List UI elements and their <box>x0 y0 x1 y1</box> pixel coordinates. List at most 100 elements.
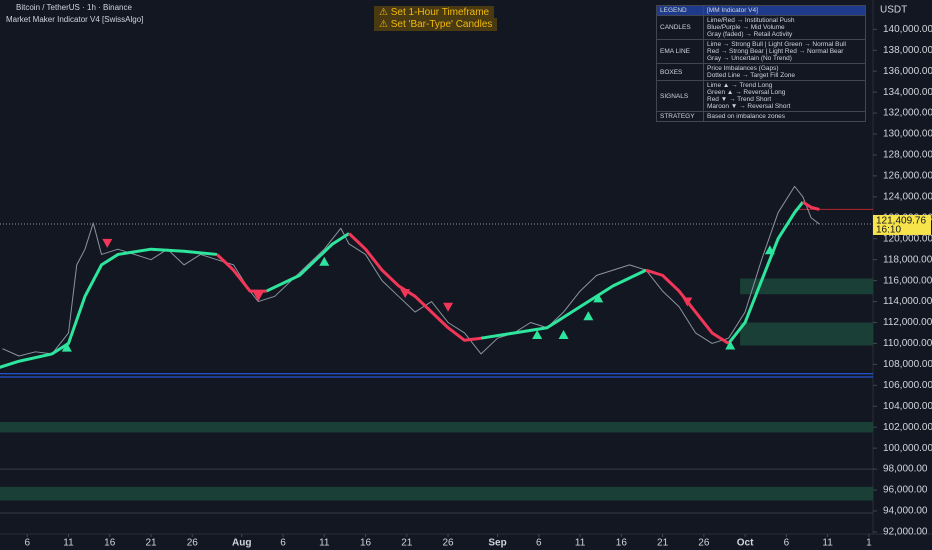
signal-up <box>319 256 330 266</box>
x-tick-label: 26 <box>698 538 710 549</box>
x-tick-label: 16 <box>104 538 116 549</box>
legend-subtitle: [MM Indicator V4] <box>703 5 866 16</box>
last-price: 121,409.76 <box>876 216 926 227</box>
series-line <box>802 200 820 211</box>
signal-down <box>102 238 113 248</box>
x-tick-label: 26 <box>187 538 199 549</box>
legend-label: CANDLES <box>656 15 704 40</box>
series-line <box>2 185 820 357</box>
y-tick-label: 120,000.00 <box>883 233 932 244</box>
legend-line: Based on imbalance zones <box>707 113 786 120</box>
y-tick-label: 118,000.00 <box>883 254 932 265</box>
x-tick-label: 6 <box>280 538 286 549</box>
y-tick-label: 130,000.00 <box>883 129 932 140</box>
symbol: Bitcoin / TetherUS · 1h · Binance <box>16 3 132 12</box>
price-label-bg <box>873 214 931 235</box>
signal-up <box>583 311 594 321</box>
y-tick-label: 102,000.00 <box>883 422 932 433</box>
signal-down <box>443 302 454 312</box>
y-tick-label: 112,000.00 <box>883 317 932 328</box>
legend-label: STRATEGY <box>656 111 704 122</box>
x-tick-label: 11 <box>319 538 330 549</box>
legend-text: Price Imbalances (Gaps) Dotted Line → Tar… <box>703 63 866 81</box>
imbalance-zone <box>740 278 873 295</box>
series-line <box>480 268 647 340</box>
y-tick-label: 138,000.00 <box>883 45 932 56</box>
y-tick-label: 98,000.00 <box>883 464 928 475</box>
plot <box>0 185 873 514</box>
y-tick-label: 110,000.00 <box>883 338 932 349</box>
x-tick-label: Oct <box>737 538 754 549</box>
legend-line: Lime ▲ → Trend Long <box>707 82 773 89</box>
x-tick-label: 6 <box>24 538 30 549</box>
legend-line: Maroon ▼ → Reversal Short <box>707 103 791 110</box>
legend-label: EMA LINE <box>656 39 704 64</box>
series-line <box>215 253 267 293</box>
series-line <box>0 247 218 369</box>
legend-line: Gray → Uncertain (No Trend) <box>707 55 792 62</box>
signal-up <box>558 330 569 340</box>
signal-up <box>532 330 543 340</box>
y-tick-label: 104,000.00 <box>883 401 932 412</box>
warning: ⚠ Set 1-Hour Timeframe <box>374 6 495 19</box>
series-line <box>348 232 482 342</box>
y-tick-label: 126,000.00 <box>883 171 932 182</box>
legend-line: Blue/Purple → Mid Volume <box>707 24 785 31</box>
legend-text: Lime/Red → Institutional Push Blue/Purple… <box>703 15 866 40</box>
legend-line: Red → Strong Bear | Light Red → Normal B… <box>707 48 844 55</box>
signal-up <box>61 342 72 352</box>
currency: USDT <box>880 5 907 16</box>
legend-line: Lime → Strong Bull | Light Green → Norma… <box>707 41 846 48</box>
y-tick-label: 134,000.00 <box>883 87 932 98</box>
warning: ⚠ Set 'Bar-Type' Candles <box>374 18 498 31</box>
x-tick-label: Aug <box>232 538 251 549</box>
indicator: Market Maker Indicator V4 [SwissAlgo] <box>6 15 143 24</box>
x-tick-label: 21 <box>401 538 413 549</box>
x-tick-label: 21 <box>657 538 669 549</box>
y-tick-label: 106,000.00 <box>883 380 932 391</box>
legend-line: Price Imbalances (Gaps) <box>707 65 779 72</box>
legend-line: Lime/Red → Institutional Push <box>707 17 795 24</box>
legend-label: SIGNALS <box>656 80 704 112</box>
countdown: 16:10 <box>876 225 901 236</box>
legend-line: Red ▼ → Trend Short <box>707 96 772 103</box>
legend-line: Gray (faded) → Retail Activity <box>707 31 793 38</box>
series-line <box>645 268 730 345</box>
y-tick-label: 116,000.00 <box>883 275 932 286</box>
y-tick-label: 140,000.00 <box>883 24 932 35</box>
legend-label: BOXES <box>656 63 704 81</box>
imbalance-zone <box>0 486 873 501</box>
imbalance-zone <box>740 322 873 346</box>
signal-down <box>682 297 693 307</box>
legend-text: Lime ▲ → Trend Long Green ▲ → Reversal Lo… <box>703 80 866 112</box>
x-tick-label: 16 <box>616 538 628 549</box>
series-line <box>265 232 350 293</box>
legend-text: Lime → Strong Bull | Light Green → Norma… <box>703 39 866 64</box>
x-tick-label: 26 <box>442 538 454 549</box>
legend-line: Dotted Line → Target Fill Zone <box>707 72 796 79</box>
y-tick-label: 94,000.00 <box>883 506 928 517</box>
signal-up <box>725 340 736 350</box>
x-tick-label: 11 <box>63 538 74 549</box>
x-tick-label: 21 <box>145 538 157 549</box>
legend-title: LEGEND <box>656 5 704 16</box>
y-tick-label: 136,000.00 <box>883 66 932 77</box>
y-tick-label: 128,000.00 <box>883 150 932 161</box>
y-tick-label: 96,000.00 <box>883 485 928 496</box>
signal-up <box>764 245 775 255</box>
x-tick-label: 6 <box>784 538 790 549</box>
y-tick-label: 132,000.00 <box>883 108 932 119</box>
x-tick-label: 6 <box>536 538 542 549</box>
series-line <box>727 201 805 345</box>
signal-up <box>593 293 604 303</box>
x-tick-label: 16 <box>360 538 372 549</box>
x-tick-label: 11 <box>822 538 833 549</box>
y-tick-label: 92,000.00 <box>883 527 928 538</box>
y-tick-label: 108,000.00 <box>883 359 932 370</box>
legend-line: Green ▲ → Reversal Long <box>707 89 786 96</box>
x-tick-label: 1 <box>866 538 872 549</box>
y-tick-label: 100,000.00 <box>883 443 932 454</box>
x-tick-label: 11 <box>575 538 586 549</box>
legend-table: LEGEND [MM Indicator V4] CANDLES Lime/Red →… <box>656 5 866 122</box>
